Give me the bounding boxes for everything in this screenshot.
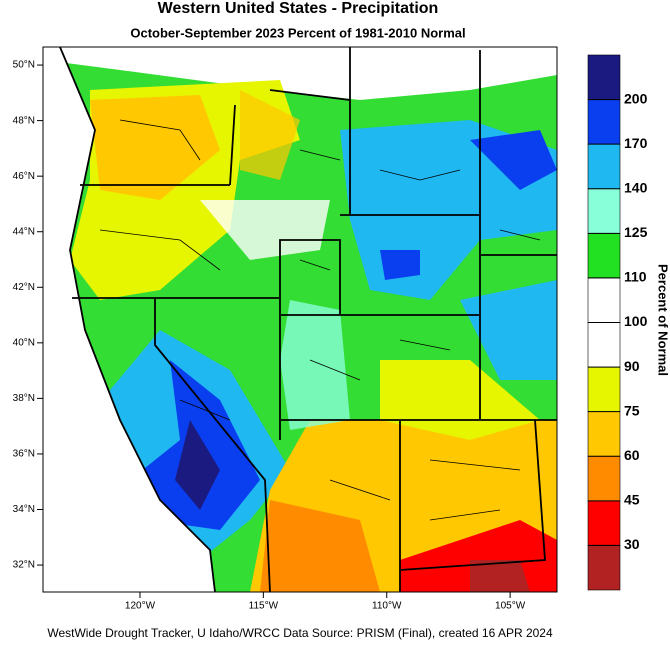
lat-label: 42°N: [13, 282, 35, 293]
colorbar-swatch: [587, 143, 621, 190]
colorbar-swatch: [587, 99, 621, 145]
lon-label: 120°W: [125, 601, 156, 612]
colorbar-tick-label: 90: [624, 358, 640, 374]
colorbar-label: Percent of Normal: [656, 264, 670, 376]
lon-label: 110°W: [372, 601, 402, 612]
colorbar-tick-label: 170: [624, 135, 648, 151]
colorbar-swatch: [587, 455, 621, 502]
colorbar-tick-label: 125: [624, 224, 648, 240]
lat-label: 50°N: [13, 60, 35, 71]
lat-label: 40°N: [13, 337, 35, 348]
colorbar-swatch: [587, 366, 621, 412]
lat-label: 48°N: [13, 115, 35, 126]
colorbar-swatch: [587, 500, 621, 546]
colorbar: 30 45 60 75 90 100 110 125 140 170 200: [587, 54, 648, 591]
colorbar-tick-label: 60: [624, 447, 640, 463]
lon-label: 115°W: [249, 601, 279, 612]
colorbar-tick-label: 140: [624, 179, 648, 195]
colorbar-tick-label: 45: [624, 492, 640, 508]
subtitle: October-September 2023 Percent of 1981-2…: [130, 25, 465, 40]
lat-label: 38°N: [13, 393, 35, 404]
lat-label: 34°N: [13, 504, 35, 515]
title: Western United States - Precipitation: [158, 0, 439, 17]
map-frame: [42, 46, 558, 593]
lat-label: 46°N: [13, 171, 35, 182]
colorbar-swatch: [587, 54, 621, 100]
footer: WestWide Drought Tracker, U Idaho/WRCC D…: [47, 626, 553, 640]
colorbar-tick-label: 110: [624, 269, 647, 285]
lat-label: 32°N: [13, 560, 35, 571]
colorbar-swatch: [587, 233, 621, 279]
colorbar-swatch: [587, 545, 621, 591]
map-field: [43, 47, 557, 592]
colorbar-tick-label: 100: [624, 313, 648, 329]
colorbar-swatch: [587, 188, 621, 234]
colorbar-tick-label: 30: [624, 536, 640, 552]
lat-label: 36°N: [13, 449, 35, 460]
lat-label: 44°N: [13, 226, 35, 237]
colorbar-swatch: [587, 411, 621, 457]
colorbar-swatch: [587, 277, 621, 323]
colorbar-tick-label: 200: [624, 90, 648, 106]
colorbar-tick-label: 75: [624, 402, 640, 418]
lon-label: 105°W: [495, 601, 526, 612]
colorbar-swatch: [587, 322, 621, 368]
